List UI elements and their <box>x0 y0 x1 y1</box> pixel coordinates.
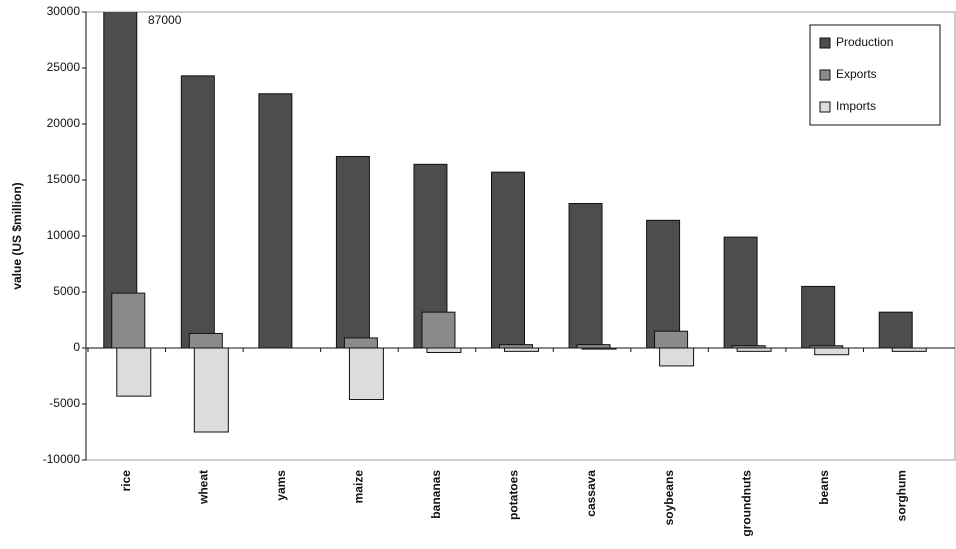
x-tick-label: beans <box>817 470 831 505</box>
legend-swatch <box>819 101 831 113</box>
bar <box>426 347 462 353</box>
bars <box>103 12 927 433</box>
y-tick-label: 15000 <box>47 172 81 186</box>
bar <box>878 311 913 349</box>
bar <box>193 347 229 433</box>
bar <box>258 93 293 349</box>
legend-label: Imports <box>836 99 876 113</box>
bar <box>180 75 215 349</box>
y-tick-label: 30000 <box>47 4 81 18</box>
bar <box>568 203 603 349</box>
bar <box>801 285 836 349</box>
y-tick-label: 25000 <box>47 60 81 74</box>
y-tick-label: 20000 <box>47 116 81 130</box>
bar <box>116 347 152 397</box>
bar <box>646 219 681 349</box>
legend-swatch <box>819 69 831 81</box>
annotation: 87000 <box>148 13 182 27</box>
x-tick-label: bananas <box>429 470 443 519</box>
x-tick-label: sorghum <box>894 470 908 521</box>
x-tick-label: wheat <box>196 470 210 505</box>
x-tick-label: potatoes <box>507 470 521 520</box>
bar <box>659 347 695 367</box>
legend-label: Production <box>836 35 893 49</box>
bar <box>891 347 927 352</box>
x-tick-label: rice <box>119 470 133 492</box>
y-tick-label: 5000 <box>53 284 80 298</box>
legend-label: Exports <box>836 67 877 81</box>
bar <box>421 311 456 349</box>
bar <box>343 337 378 349</box>
x-tick-label: maize <box>352 470 366 504</box>
x-tick-label: yams <box>274 470 288 501</box>
legend-swatch <box>819 37 831 49</box>
bar <box>111 292 146 349</box>
bar <box>499 344 533 349</box>
bar <box>654 330 689 349</box>
x-tick-label: cassava <box>584 470 598 517</box>
x-tick-label: groundnuts <box>739 470 753 537</box>
bar <box>491 171 525 349</box>
legend-box <box>809 24 941 126</box>
bar <box>723 236 758 349</box>
y-tick-label: 10000 <box>47 228 81 242</box>
x-tick-label: soybeans <box>662 470 676 526</box>
bar <box>335 155 370 349</box>
y-tick-label: 0 <box>73 340 80 354</box>
bar <box>736 347 772 352</box>
bar <box>576 344 611 349</box>
y-tick-label: -10000 <box>43 452 81 466</box>
bar <box>188 332 223 349</box>
bar <box>504 347 539 352</box>
y-axis-label: value (US $million) <box>10 182 24 289</box>
bar <box>348 347 384 401</box>
bar <box>814 347 850 356</box>
y-tick-label: -5000 <box>49 396 80 410</box>
